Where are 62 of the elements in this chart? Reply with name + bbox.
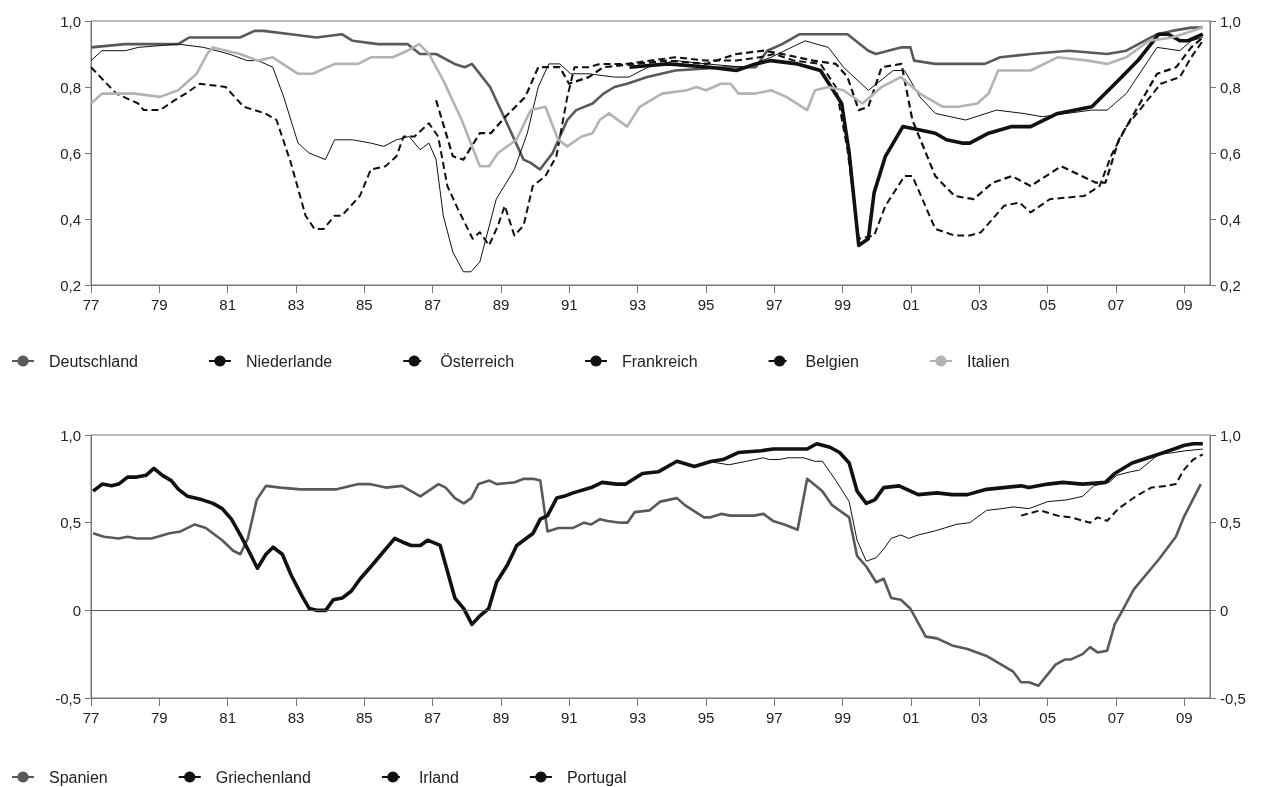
x-tick-label: 97 [766,296,783,313]
y-tick-label: 0,5 [60,514,81,532]
legend-label: Griechenland [215,768,311,786]
y2-tick-label: 1,0 [1220,12,1241,30]
x-tick-label: 79 [150,709,168,726]
x-tick-label: 83 [287,709,305,726]
x-tick-label: 91 [561,296,578,313]
x-tick-label: 95 [697,296,715,313]
x-tick-label: 05 [1039,296,1057,313]
y2-tick-label: 0,6 [1220,144,1241,162]
y-tick-label: -0,5 [55,689,81,707]
x-tick-label: 93 [629,709,647,726]
x-tick-label: 99 [834,296,852,313]
x-tick-label: 07 [1107,296,1125,313]
x-tick-label: 09 [1176,709,1193,726]
x-tick-label: 95 [697,709,715,726]
x-tick-label: 81 [219,296,237,313]
x-tick-label: 01 [902,296,920,313]
y-tick-label: 0 [72,601,81,619]
legend-label: Italien [966,352,1010,370]
y-tick-label: 1,0 [60,426,81,444]
x-tick-label: 89 [492,709,510,726]
y-tick-label: 0,2 [60,276,81,294]
y2-tick-label: 1,0 [1220,426,1241,444]
x-tick-label: 97 [766,709,783,726]
legend-label: Spanien [49,768,108,786]
x-tick-label: 89 [492,296,510,313]
x-tick-label: 91 [561,709,578,726]
x-tick-label: 85 [356,709,373,726]
x-tick-label: 87 [424,296,442,313]
x-tick-label: 05 [1039,709,1057,726]
x-tick-label: 99 [834,709,852,726]
y-tick-label: 0,8 [60,78,81,96]
x-tick-label: 01 [902,709,920,726]
x-tick-label: 81 [219,709,237,726]
legend-label: Irland [418,768,459,786]
x-tick-label: 77 [82,296,100,313]
y-tick-label: 1,0 [60,12,81,30]
x-tick-label: 79 [150,296,168,313]
y2-tick-label: 0 [1220,601,1229,619]
legend-label: Belgien [805,352,859,370]
legend-label: Deutschland [49,352,138,370]
legend-label: Österreich [440,352,515,370]
y-tick-label: 0,4 [60,210,81,228]
x-tick-label: 07 [1107,709,1125,726]
y2-tick-label: 0,4 [1220,210,1241,228]
y2-tick-label: 0,8 [1220,78,1241,96]
legend-label: Portugal [566,768,627,786]
x-tick-label: 03 [971,296,988,313]
x-tick-label: 03 [971,709,988,726]
legend-label: Frankreich [622,352,698,370]
x-tick-label: 83 [287,296,305,313]
y-tick-label: 0,6 [60,144,81,162]
x-tick-label: 77 [82,709,100,726]
x-tick-label: 87 [424,709,442,726]
x-tick-label: 09 [1176,296,1193,313]
x-tick-label: 85 [356,296,373,313]
y2-tick-label: 0,2 [1220,276,1241,294]
x-tick-label: 93 [629,296,647,313]
y2-tick-label: -0,5 [1220,689,1246,707]
legend-label: Niederlande [245,352,333,370]
y2-tick-label: 0,5 [1220,514,1241,532]
